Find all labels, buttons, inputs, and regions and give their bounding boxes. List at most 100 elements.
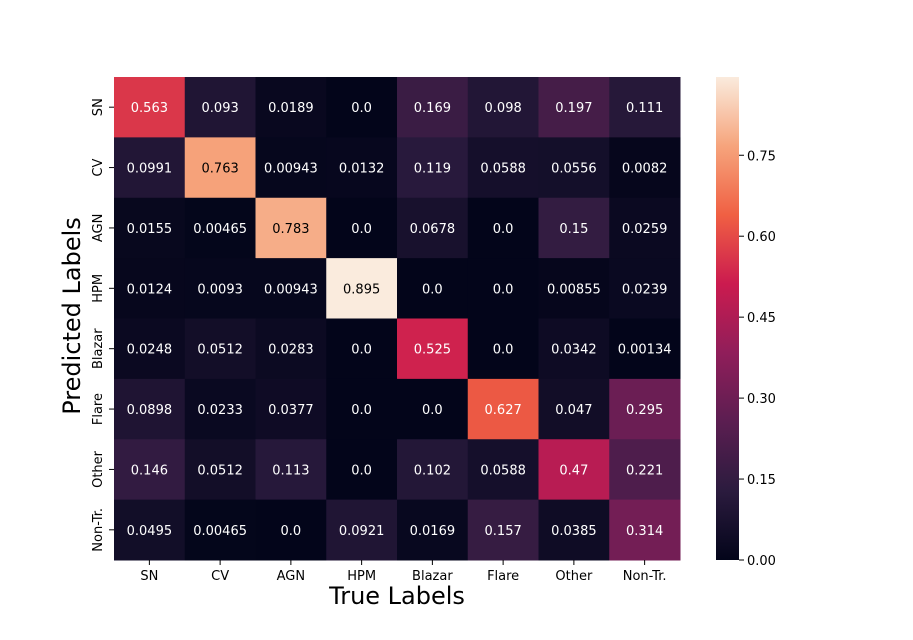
y-tick-label: HPM xyxy=(91,274,106,303)
y-tick-label: CV xyxy=(91,158,106,176)
heatmap-cell-value: 0.0283 xyxy=(268,343,314,358)
heatmap-cell-value: 0.0 xyxy=(351,463,372,478)
heatmap-cell xyxy=(397,137,469,199)
y-tick-label: Blazar xyxy=(91,328,106,369)
heatmap-cell xyxy=(538,439,610,501)
heatmap-cell xyxy=(326,77,398,138)
heatmap-cell xyxy=(114,499,186,561)
heatmap-cell-value: 0.0239 xyxy=(622,282,668,297)
heatmap-cell-value: 0.0898 xyxy=(127,403,173,418)
y-axis-title: Predicted Labels xyxy=(58,217,86,415)
heatmap-cell-value: 0.0155 xyxy=(127,222,173,237)
heatmap-cell-value: 0.102 xyxy=(414,463,451,478)
heatmap-cell-value: 0.00943 xyxy=(264,282,318,297)
heatmap-cell xyxy=(397,258,469,319)
heatmap-cell xyxy=(538,378,610,440)
heatmap-cell-value: 0.763 xyxy=(202,162,239,177)
heatmap-cell xyxy=(467,258,539,319)
heatmap-cell xyxy=(326,258,398,319)
heatmap-cell xyxy=(255,197,327,259)
y-tick-label: AGN xyxy=(91,214,106,242)
heatmap-cell-value: 0.0132 xyxy=(339,162,385,177)
heatmap-cell-value: 0.00465 xyxy=(193,524,247,539)
heatmap-cell-value: 0.221 xyxy=(626,463,663,478)
heatmap-cell xyxy=(538,258,610,319)
heatmap-cell xyxy=(467,439,539,501)
heatmap-cell-value: 0.093 xyxy=(202,101,239,116)
heatmap-cell-value: 0.146 xyxy=(131,463,168,478)
heatmap-cell-value: 0.0342 xyxy=(551,343,597,358)
heatmap-cell-value: 0.0588 xyxy=(480,162,526,177)
heatmap-cell xyxy=(538,197,610,259)
heatmap-cell-value: 0.113 xyxy=(272,463,309,478)
y-tick-label: Non-Tr. xyxy=(91,508,106,552)
heatmap-cell xyxy=(538,137,610,199)
heatmap-cell xyxy=(114,439,186,501)
heatmap-cell-value: 0.0 xyxy=(351,403,372,418)
heatmap-cell xyxy=(326,499,398,561)
heatmap-cell-value: 0.563 xyxy=(131,101,168,116)
x-tick-label: SN xyxy=(140,569,158,584)
x-tick-label: CV xyxy=(211,569,229,584)
heatmap-cell xyxy=(255,378,327,440)
x-tick-label: Flare xyxy=(487,569,519,584)
heatmap-cell xyxy=(184,258,256,319)
heatmap-cell-value: 0.0 xyxy=(493,282,514,297)
heatmap-cell xyxy=(114,197,186,259)
heatmap-cell-value: 0.0124 xyxy=(127,282,173,297)
heatmap-cell-value: 0.098 xyxy=(485,101,522,116)
heatmap-cell xyxy=(255,318,327,380)
heatmap-cell xyxy=(326,197,398,259)
colorbar-tick-label: 0.60 xyxy=(747,230,776,245)
heatmap-cell xyxy=(538,318,610,380)
heatmap-cell xyxy=(397,197,469,259)
x-tick-label: Non-Tr. xyxy=(623,569,667,584)
heatmap-cell-labels: 0.563 0.093 0.0189 0.0 0.169 0.098 0.197 0.111 0… xyxy=(127,101,672,539)
heatmap-cell xyxy=(255,77,327,138)
heatmap-cell-value: 0.0 xyxy=(422,403,443,418)
y-tick-label: SN xyxy=(91,98,106,116)
heatmap-cell xyxy=(467,77,539,138)
heatmap-cell-value: 0.00943 xyxy=(264,162,318,177)
heatmap-cell xyxy=(397,439,469,501)
heatmap-cell xyxy=(326,137,398,199)
heatmap-cell xyxy=(114,137,186,199)
x-axis-ticks: SN CV AGN HPM Blazar Flare Other Non-Tr. xyxy=(140,560,666,584)
colorbar xyxy=(716,77,739,560)
heatmap-cell xyxy=(609,499,681,561)
heatmap-cell xyxy=(538,499,610,561)
heatmap-cell xyxy=(397,77,469,138)
heatmap-cell-value: 0.197 xyxy=(555,101,592,116)
heatmap-cell xyxy=(609,77,681,138)
x-tick-label: HPM xyxy=(347,569,376,584)
heatmap-cell xyxy=(184,197,256,259)
heatmap-cell xyxy=(255,258,327,319)
heatmap-cell-value: 0.0093 xyxy=(197,282,243,297)
heatmap-cell-value: 0.0 xyxy=(351,343,372,358)
heatmap-cell xyxy=(326,378,398,440)
heatmap-cell-value: 0.0 xyxy=(351,222,372,237)
heatmap-cell xyxy=(397,378,469,440)
heatmap-cell-value: 0.047 xyxy=(555,403,592,418)
heatmap-cell xyxy=(609,439,681,501)
colorbar-tick-label: 0.75 xyxy=(747,149,776,164)
heatmap-cell-value: 0.0248 xyxy=(127,343,173,358)
heatmap-cell xyxy=(609,318,681,380)
heatmap-cell-value: 0.15 xyxy=(559,222,588,237)
y-tick-label: Flare xyxy=(91,393,106,425)
heatmap-cell xyxy=(114,318,186,380)
heatmap-cell-value: 0.47 xyxy=(559,463,588,478)
heatmap-cell-value: 0.525 xyxy=(414,343,451,358)
heatmap-cell xyxy=(184,318,256,380)
heatmap-cell xyxy=(255,439,327,501)
heatmap-cell-value: 0.0082 xyxy=(622,162,668,177)
heatmap-cell xyxy=(184,378,256,440)
x-axis-title: True Labels xyxy=(328,582,465,610)
heatmap-cell-value: 0.111 xyxy=(626,101,663,116)
heatmap-cell-value: 0.0991 xyxy=(127,162,173,177)
heatmap-cell xyxy=(609,137,681,199)
heatmap-cell-value: 0.627 xyxy=(485,403,522,418)
heatmap-cell xyxy=(255,137,327,199)
colorbar-tick-label: 0.00 xyxy=(747,554,776,569)
x-tick-label: Blazar xyxy=(412,569,453,584)
